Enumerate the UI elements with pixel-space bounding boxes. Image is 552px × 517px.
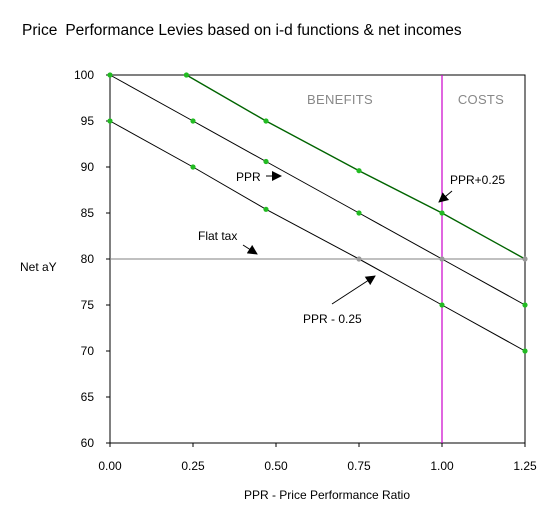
y-tick-label: 95	[81, 114, 95, 128]
chart-title-prefix: Price	[22, 22, 58, 39]
series-line-ppr-minus	[109, 120, 526, 352]
data-point	[183, 72, 189, 78]
y-tick-label: 80	[81, 252, 95, 266]
y-tick-label: 70	[81, 344, 95, 358]
data-point	[439, 302, 445, 308]
data-point	[263, 206, 269, 212]
axis-ticks: 100 95 90 85 80 75 70 65 600.00 0.25 0.50 0.75 1.00 1…	[74, 68, 537, 473]
annotation-ppr: PPR	[236, 170, 261, 184]
data-point	[190, 118, 196, 124]
data-point	[439, 256, 445, 262]
chart-title: Price Performance Levies based on i-d fun…	[22, 22, 462, 40]
x-tick-label: 0.75	[347, 459, 371, 473]
y-tick-label: 60	[81, 436, 95, 450]
y-tick-label: 75	[81, 298, 95, 312]
series-markers	[107, 72, 528, 354]
y-tick-label: 65	[81, 390, 95, 404]
y-tick-label: 85	[81, 206, 95, 220]
data-point	[439, 210, 445, 216]
x-tick-label: 0.25	[181, 459, 205, 473]
series-line-ppr	[109, 74, 526, 306]
data-point	[107, 118, 113, 124]
region-label-benefits: BENEFITS	[307, 92, 373, 107]
data-point	[522, 348, 528, 354]
data-point	[263, 118, 269, 124]
annotation-ppr-plus: PPR+0.25	[450, 173, 505, 187]
data-point	[263, 158, 269, 165]
region-label-costs: COSTS	[458, 92, 504, 107]
x-tick-label: 1.25	[513, 459, 537, 473]
x-tick-label: 0.00	[98, 459, 122, 473]
x-tick-label: 1.00	[430, 459, 454, 473]
chart-title-main: Performance Levies based on i-d function…	[65, 22, 462, 39]
y-tick-label: 100	[74, 68, 94, 82]
data-point	[107, 72, 113, 78]
series-lines	[109, 74, 526, 443]
data-point	[356, 210, 362, 216]
x-tick-label: 0.50	[264, 459, 288, 473]
annotation-flat-tax-arrow	[242, 244, 258, 255]
data-point	[356, 256, 362, 262]
annotation-ppr-minus: PPR - 0.25	[303, 312, 362, 326]
data-point	[190, 164, 196, 170]
data-point	[356, 168, 362, 174]
data-point	[522, 256, 528, 262]
y-axis-label: Net aY	[20, 260, 57, 274]
x-axis-label: PPR - Price Performance Ratio	[244, 488, 410, 502]
annotation-ppr-minus-arrow	[331, 275, 376, 305]
y-tick-label: 90	[81, 160, 95, 174]
data-point	[522, 302, 528, 308]
annotation-flat-tax: Flat tax	[198, 229, 237, 243]
annotation-ppr-plus-arrow	[438, 190, 453, 203]
